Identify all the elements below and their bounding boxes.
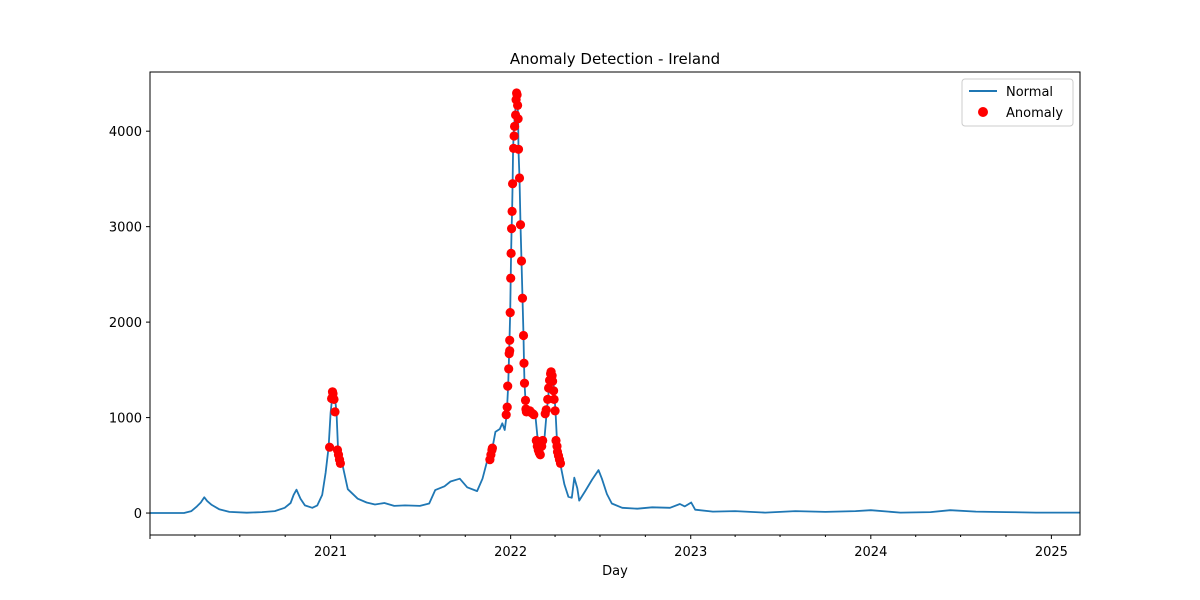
y-tick-label: 2000 (109, 316, 142, 331)
y-tick-label: 3000 (109, 221, 142, 236)
anomaly-point (329, 394, 339, 404)
anomaly-point (549, 394, 559, 404)
anomaly-point (519, 378, 530, 388)
x-tick-label: 2023 (674, 545, 707, 560)
x-tick-label: 2021 (314, 545, 347, 560)
x-tick-label: 2024 (854, 545, 887, 560)
anomaly-point (503, 381, 513, 391)
anomaly-point (507, 179, 518, 189)
anomaly-point (507, 224, 517, 234)
anomaly-point (505, 346, 515, 356)
anomaly-point (515, 220, 526, 230)
anomaly-point (550, 406, 560, 416)
anomaly-point (555, 458, 566, 468)
legend[interactable]: Normal Anomaly (961, 78, 1074, 127)
anomaly-point (541, 405, 551, 415)
y-tick-label: 4000 (109, 125, 142, 140)
x-axis-label: Day (602, 564, 628, 579)
anomaly-point (549, 386, 559, 396)
anomaly-point (513, 144, 524, 154)
anomaly-point (506, 273, 516, 283)
plot-frame (149, 71, 1081, 536)
y-tick-label: 0 (134, 507, 142, 522)
anomaly-point (513, 100, 523, 110)
anomaly-point (330, 407, 340, 417)
anomaly-point (518, 330, 529, 341)
anomaly-point (513, 114, 523, 124)
anomaly-point (538, 435, 548, 446)
anomaly-point (520, 395, 531, 405)
y-tick-label: 1000 (109, 412, 142, 427)
anomaly-point (512, 90, 522, 100)
legend-anomaly-label: Anomaly (1006, 106, 1063, 121)
anomaly-point (506, 248, 516, 258)
anomaly-point (517, 293, 528, 303)
y-axis: 0 1000 2000 3000 4000 (109, 125, 150, 522)
anomaly-point (325, 442, 335, 452)
anomaly-point (519, 358, 529, 368)
legend-anomaly-swatch (978, 107, 988, 117)
anomaly-point (543, 394, 553, 404)
anomaly-point (505, 335, 515, 345)
anomaly-point (335, 458, 345, 468)
plot-area (149, 71, 1081, 536)
legend-normal-label: Normal (1006, 85, 1053, 100)
chart-title: Anomaly Detection - Ireland (510, 50, 720, 68)
anomaly-point (535, 450, 545, 460)
anomaly-point (504, 364, 514, 374)
anomaly-point (529, 410, 539, 420)
anomaly-point (501, 410, 511, 420)
anomaly-point (509, 131, 519, 141)
anomaly-points (325, 88, 566, 468)
x-tick-label: 2025 (1035, 545, 1068, 560)
anomaly-point (516, 256, 527, 266)
x-tick-label: 2022 (494, 545, 527, 560)
anomaly-point (514, 173, 525, 183)
normal-series-line (150, 92, 1080, 514)
anomaly-point (487, 443, 497, 453)
anomaly-point (509, 121, 520, 131)
anomaly-point (505, 308, 515, 318)
anomaly-point (507, 206, 517, 216)
x-axis: 2021 2022 2023 2024 2025 (149, 535, 1068, 560)
anomaly-point (502, 402, 512, 412)
anomaly-point (548, 376, 558, 386)
